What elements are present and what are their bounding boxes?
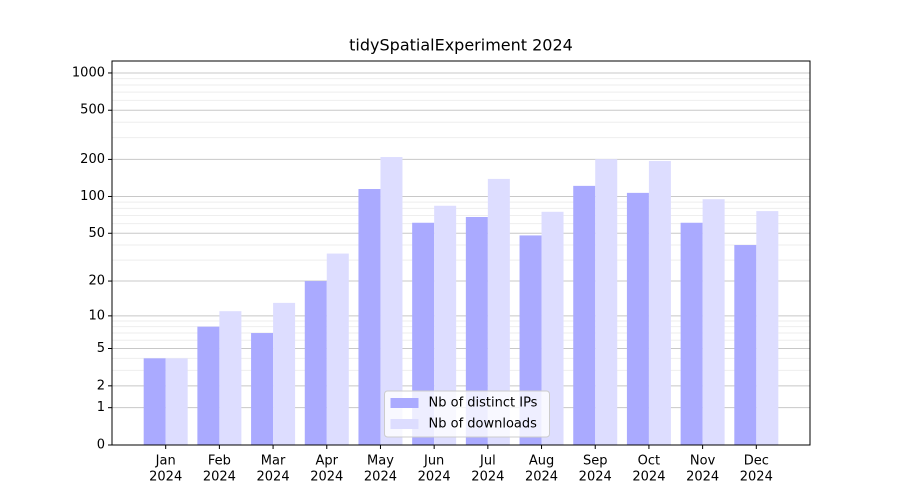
- x-tick-label: 2024: [525, 470, 558, 485]
- bar: [434, 205, 457, 445]
- y-tick-label: 1: [97, 400, 105, 415]
- bar: [219, 311, 242, 445]
- bar: [412, 222, 435, 445]
- bar: [573, 185, 596, 445]
- plot-frame: [111, 60, 811, 446]
- x-tick-label: Dec: [744, 454, 769, 469]
- x-tick-label: 2024: [310, 470, 343, 485]
- x-tick-label: 2024: [471, 470, 504, 485]
- x-tick-label: 2024: [579, 470, 612, 485]
- chart-title: tidySpatialExperiment 2024: [349, 36, 573, 55]
- bar: [734, 245, 757, 445]
- bar: [380, 157, 403, 445]
- x-tick-label: Sep: [583, 454, 608, 469]
- bar: [541, 211, 564, 445]
- x-tick-label: 2024: [632, 470, 665, 485]
- y-tick-label: 200: [80, 152, 105, 167]
- bar: [702, 199, 725, 445]
- x-tick-label: Apr: [316, 454, 339, 469]
- x-tick-label: Jan: [155, 454, 176, 469]
- x-tick-label: 2024: [203, 470, 236, 485]
- bar: [251, 333, 274, 445]
- y-tick-label: 10: [88, 308, 105, 323]
- bar: [487, 178, 510, 446]
- x-tick-label: Mar: [261, 454, 286, 469]
- bar: [304, 281, 327, 445]
- x-tick-label: 2024: [740, 470, 773, 485]
- bar: [465, 216, 488, 445]
- x-tick-label: 2024: [149, 470, 182, 485]
- y-tick-label: 5: [97, 341, 105, 356]
- bar: [165, 358, 188, 445]
- bar: [197, 326, 220, 445]
- bar: [680, 222, 703, 445]
- legend-box: [384, 390, 550, 438]
- y-tick-label: 0: [97, 438, 105, 453]
- x-tick-label: Jul: [479, 454, 496, 469]
- bar: [326, 253, 349, 445]
- y-tick-label: 1000: [72, 65, 105, 80]
- x-tick-label: Aug: [529, 454, 554, 469]
- x-tick-label: Feb: [208, 454, 231, 469]
- bar: [595, 159, 618, 445]
- bar: [626, 192, 649, 445]
- x-tick-label: Oct: [638, 454, 660, 469]
- bar: [358, 189, 381, 445]
- bar: [756, 211, 779, 445]
- x-tick-label: May: [367, 454, 394, 469]
- x-tick-label: Jun: [423, 454, 444, 469]
- x-tick-label: 2024: [686, 470, 719, 485]
- y-tick-label: 50: [88, 226, 105, 241]
- bar: [648, 161, 671, 445]
- x-tick-label: 2024: [257, 470, 290, 485]
- x-tick-label: Nov: [690, 454, 716, 469]
- legend-swatch: [390, 398, 419, 408]
- legend-swatch: [390, 419, 419, 429]
- bar: [143, 358, 166, 445]
- y-tick-label: 100: [80, 189, 105, 204]
- y-tick-label: 500: [80, 103, 105, 118]
- y-tick-label: 20: [88, 274, 105, 289]
- legend-label: Nb of distinct IPs: [429, 396, 538, 411]
- x-tick-label: 2024: [418, 470, 451, 485]
- legend-label: Nb of downloads: [429, 417, 538, 432]
- x-tick-label: 2024: [364, 470, 397, 485]
- bar: [273, 302, 296, 445]
- y-tick-label: 2: [97, 378, 105, 393]
